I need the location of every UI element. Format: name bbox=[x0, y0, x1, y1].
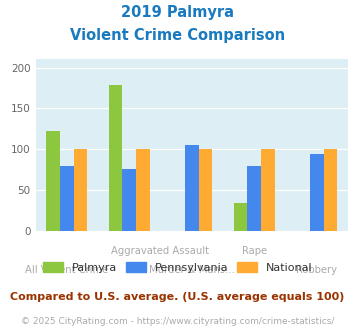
Bar bbox=[46, 131, 60, 231]
Text: 2019 Palmyra: 2019 Palmyra bbox=[121, 5, 234, 20]
Text: Compared to U.S. average. (U.S. average equals 100): Compared to U.S. average. (U.S. average … bbox=[10, 292, 345, 302]
Text: © 2025 CityRating.com - https://www.cityrating.com/crime-statistics/: © 2025 CityRating.com - https://www.city… bbox=[21, 317, 334, 326]
Bar bbox=[185, 145, 198, 231]
Text: Violent Crime Comparison: Violent Crime Comparison bbox=[70, 28, 285, 43]
Bar bbox=[198, 149, 212, 231]
Text: Rape: Rape bbox=[242, 247, 267, 256]
Bar bbox=[136, 149, 150, 231]
Bar bbox=[60, 166, 73, 231]
Bar bbox=[234, 203, 247, 231]
Text: Robbery: Robbery bbox=[296, 265, 337, 275]
Bar bbox=[261, 149, 275, 231]
Bar bbox=[73, 149, 87, 231]
Text: Aggravated Assault: Aggravated Assault bbox=[111, 247, 209, 256]
Legend: Palmyra, Pennsylvania, National: Palmyra, Pennsylvania, National bbox=[38, 258, 317, 277]
Text: All Violent Crime: All Violent Crime bbox=[25, 265, 108, 275]
Bar bbox=[109, 85, 122, 231]
Bar bbox=[310, 154, 323, 231]
Bar bbox=[323, 149, 337, 231]
Bar bbox=[247, 166, 261, 231]
Text: Murder & Mans...: Murder & Mans... bbox=[149, 265, 235, 275]
Bar bbox=[122, 169, 136, 231]
